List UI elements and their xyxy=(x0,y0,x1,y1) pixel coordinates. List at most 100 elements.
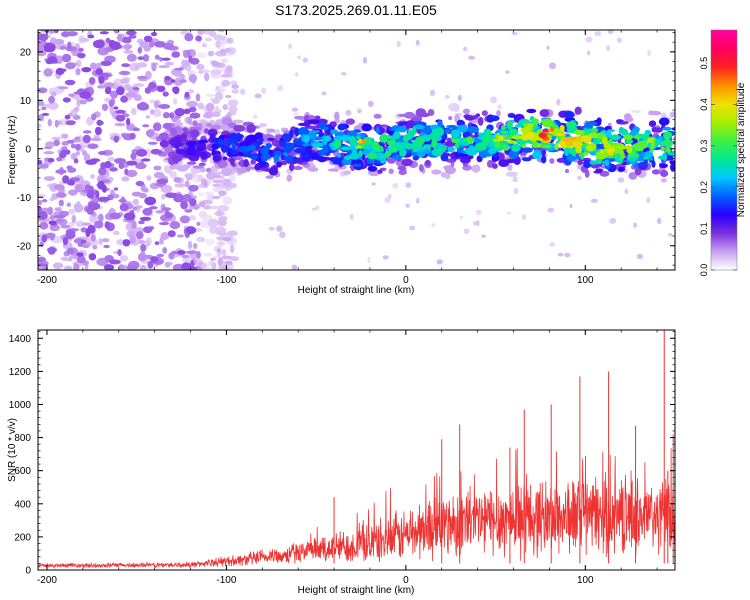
spectrogram-cell xyxy=(70,143,76,149)
spectrogram-cell xyxy=(231,84,239,89)
spectrogram-cell xyxy=(377,169,383,174)
spectrogram-cell xyxy=(222,156,228,161)
spectrogram-heatmap xyxy=(38,30,675,270)
spectrogram-cell xyxy=(53,215,66,219)
spectrogram-cell xyxy=(164,75,171,81)
spectrogram-cell xyxy=(175,148,187,155)
spectrogram-cell xyxy=(539,109,550,118)
spectrogram-cell xyxy=(648,120,657,127)
spectrogram-cell xyxy=(117,33,123,42)
spectrogram-cell xyxy=(188,55,193,63)
spectrogram-cell xyxy=(115,109,126,114)
spectrogram-cell xyxy=(616,145,629,150)
spectrogram-cell xyxy=(557,252,564,257)
spectrogram-cell xyxy=(169,163,177,170)
spectrogram-cell xyxy=(159,139,170,148)
spectrogram-cell xyxy=(444,94,450,99)
spectrogram-cell xyxy=(65,230,76,240)
spectrogram-cell xyxy=(145,129,155,138)
spectrogram-cell xyxy=(607,129,615,133)
spectrogram-cell xyxy=(76,99,81,107)
spectrogram-cell xyxy=(497,104,503,110)
spectrogram-cell xyxy=(187,116,192,125)
spectrogram-cell xyxy=(277,85,284,92)
spectrogram-cell xyxy=(193,165,204,169)
spectrogram-cell xyxy=(149,206,158,210)
spectrogram-cell xyxy=(197,192,205,197)
spectrogram-cell xyxy=(66,165,73,170)
spectrogram-cell xyxy=(549,127,555,133)
spectrogram-cell xyxy=(501,144,511,151)
spectrogram-cell xyxy=(240,88,246,95)
spectrogram-cell xyxy=(294,115,306,120)
spectrogram-cell xyxy=(136,102,149,111)
spectrogram-cell xyxy=(51,136,62,141)
spectrogram-cell xyxy=(201,43,207,48)
spectrogram-cell xyxy=(669,160,675,165)
spectrogram-cell xyxy=(211,195,221,200)
spectrogram-cell xyxy=(55,39,65,45)
spectrogram-cell xyxy=(162,91,169,97)
spectrogram-cell xyxy=(143,35,153,42)
spectrogram-cell xyxy=(293,166,303,170)
spectrogram-cell xyxy=(522,214,526,221)
spectrogram-cell xyxy=(217,218,227,227)
spectrogram-cell xyxy=(663,131,672,139)
spectrogram-cell xyxy=(71,214,77,224)
spectrogram-cell xyxy=(405,203,410,208)
spectrogram-cell xyxy=(330,129,338,135)
spectrogram-cell xyxy=(74,136,81,140)
spectrogram-cell xyxy=(153,108,162,118)
spectrogram-cell xyxy=(301,153,312,162)
spectrogram-cell xyxy=(661,139,674,147)
spectrogram-cell xyxy=(327,168,340,172)
spectrogram-cell xyxy=(367,100,374,108)
spectrogram-cell xyxy=(125,30,137,36)
spectrogram-cell xyxy=(541,118,554,128)
spectrogram-cell xyxy=(565,168,569,174)
spectrogram-cell xyxy=(302,134,311,144)
spectrogram-cell xyxy=(132,83,145,87)
spectrogram-cell xyxy=(182,193,192,202)
spectrogram-cell xyxy=(164,212,174,219)
spectrogram-cell xyxy=(125,169,138,178)
spectrogram-cell xyxy=(203,205,212,210)
spectrogram-cell xyxy=(139,216,152,221)
spectrogram-cell xyxy=(96,119,103,126)
spectrogram-cell xyxy=(62,236,69,246)
spectrogram-cell xyxy=(120,78,130,84)
spectrogram-cell xyxy=(161,193,166,200)
spectrogram-cell xyxy=(599,149,605,154)
spectrogram-cell xyxy=(126,53,137,62)
spectrogram-cell xyxy=(189,112,201,119)
spectrogram-cell xyxy=(665,146,672,153)
spectrogram-cell xyxy=(378,127,386,134)
colorbar-tick-label: 0.1 xyxy=(699,222,709,235)
spectrogram-cell xyxy=(595,150,608,160)
spectrogram-cell xyxy=(120,95,128,103)
spectrogram-cell xyxy=(118,199,127,203)
spectrogram-cell xyxy=(349,213,354,220)
snr-frame xyxy=(37,329,676,571)
spectrogram-cell xyxy=(63,265,73,270)
spectrogram-cell xyxy=(39,163,49,169)
spectrogram-cell xyxy=(658,155,667,160)
spectrogram-cell xyxy=(646,197,651,204)
spectrogram-cell xyxy=(75,150,80,156)
spectrogram-cell xyxy=(610,134,621,141)
spectrogram-cell xyxy=(267,128,276,133)
colorbar-tick-label: 0.4 xyxy=(699,98,709,111)
spectrogram-cell xyxy=(144,196,157,206)
spectrogram-cell xyxy=(78,47,84,52)
spectrogram-cell xyxy=(184,33,194,42)
spectrogram-cell xyxy=(108,99,114,108)
spectrogram-cell xyxy=(418,164,424,172)
spectrogram-cell xyxy=(47,157,55,163)
spectrogram-cell xyxy=(38,43,44,52)
spectrogram-cell xyxy=(634,147,644,152)
spectrogram-cell xyxy=(392,182,399,189)
snr-series-line xyxy=(38,448,675,570)
spectrogram-cell xyxy=(575,142,583,147)
spectrogram-cell xyxy=(118,70,131,76)
spectrogram-cell xyxy=(79,99,87,105)
